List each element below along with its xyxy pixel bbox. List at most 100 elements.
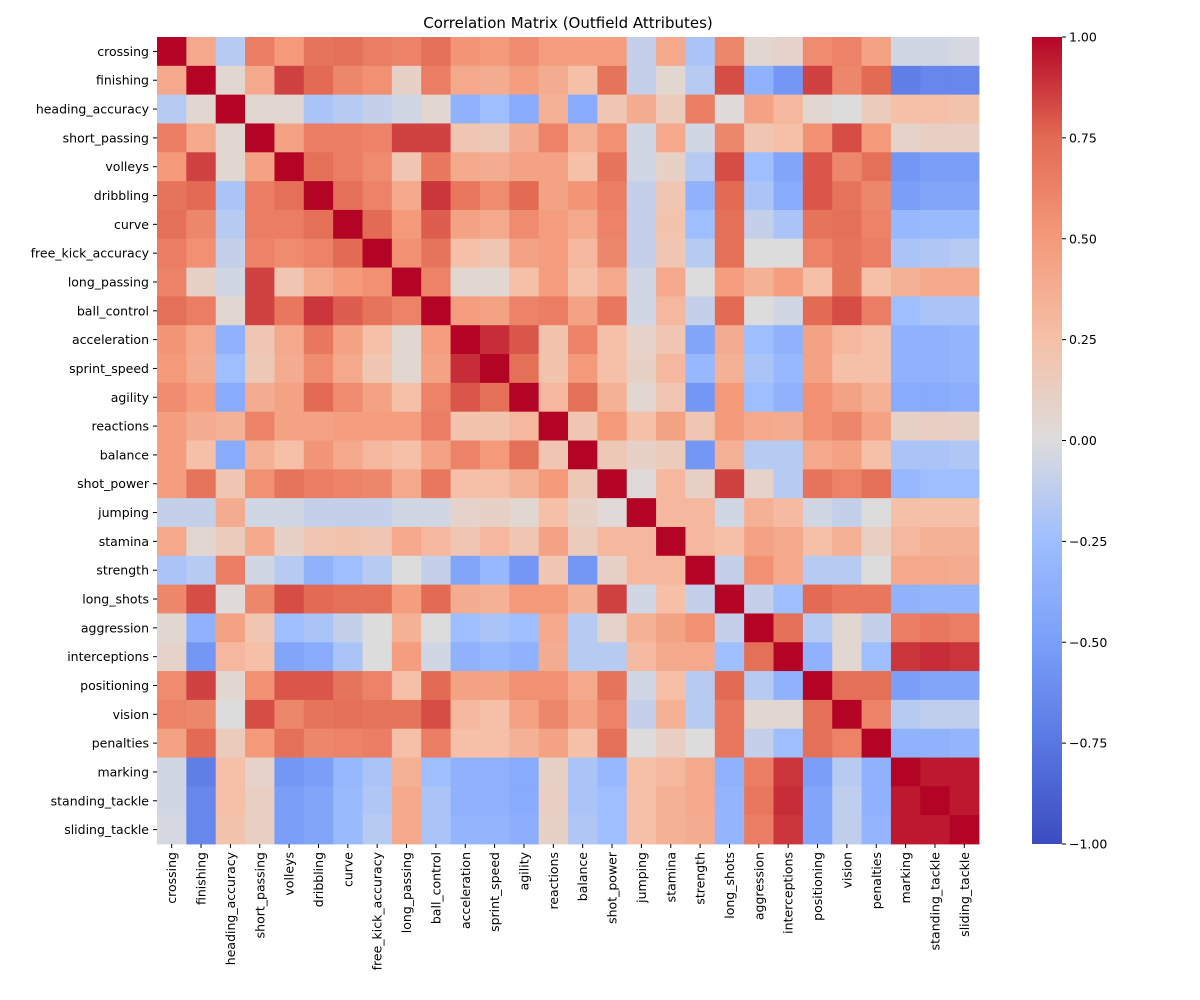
heatmap-cell: [303, 498, 334, 528]
heatmap-cell: [274, 267, 305, 297]
heatmap-cell: [391, 699, 422, 730]
heatmap-cell: [509, 498, 540, 528]
heatmap-cell: [773, 555, 804, 586]
heatmap-cell: [890, 296, 921, 326]
y-tick-label: free_kick_accuracy: [31, 246, 150, 261]
y-tick-label: aggression: [81, 620, 149, 635]
heatmap-cell: [920, 469, 951, 499]
heatmap-cell: [685, 699, 716, 730]
heatmap-cell: [479, 757, 510, 787]
heatmap-cell: [333, 642, 363, 672]
y-tick-label: ball_control: [77, 303, 149, 318]
heatmap-cell: [421, 37, 451, 67]
heatmap-cell: [714, 325, 745, 355]
heatmap-cell: [714, 267, 745, 297]
heatmap-cell: [861, 526, 892, 557]
heatmap-cell: [920, 296, 951, 326]
heatmap-cell: [744, 469, 774, 499]
y-tick-label: marking: [97, 764, 149, 779]
heatmap-cell: [832, 440, 862, 470]
y-tick-label: curve: [114, 217, 149, 232]
heatmap-cell: [538, 37, 569, 67]
heatmap-cell: [802, 584, 833, 614]
heatmap-cell: [245, 152, 275, 182]
heatmap-cell: [744, 411, 774, 441]
heatmap-cell: [685, 296, 716, 326]
heatmap-cell: [656, 37, 686, 67]
heatmap-cell: [538, 181, 569, 211]
heatmap-cell: [949, 728, 980, 758]
heatmap-cell: [538, 555, 569, 586]
heatmap-cell: [391, 469, 422, 499]
heatmap-cell: [479, 613, 510, 643]
y-tick-label: long_passing: [68, 274, 149, 289]
heatmap-cell: [597, 613, 628, 643]
heatmap-cell: [802, 325, 833, 355]
heatmap-cell: [685, 354, 716, 384]
heatmap-cell: [861, 382, 892, 413]
heatmap-cell: [597, 757, 628, 787]
heatmap-cell: [215, 613, 246, 643]
y-tick-label: balance: [100, 447, 150, 462]
x-tick-label: free_kick_accuracy: [370, 851, 385, 970]
heatmap-cell: [303, 440, 334, 470]
heatmap-cell: [920, 584, 951, 614]
heatmap-cell: [245, 181, 275, 211]
heatmap-cell: [391, 613, 422, 643]
heatmap-cell: [479, 325, 510, 355]
heatmap-cell: [861, 728, 892, 758]
heatmap-cell: [861, 786, 892, 816]
heatmap-cell: [303, 152, 334, 182]
heatmap-cell: [626, 526, 657, 557]
heatmap-cell: [479, 209, 510, 240]
heatmap-cell: [509, 671, 540, 701]
heatmap-cell: [274, 469, 305, 499]
heatmap-cell: [685, 786, 716, 816]
heatmap-cell: [714, 354, 745, 384]
heatmap-cell: [890, 123, 921, 153]
heatmap-cell: [773, 296, 804, 326]
heatmap-cell: [391, 728, 422, 758]
heatmap-cell: [274, 37, 305, 67]
heatmap-cell: [245, 238, 275, 268]
heatmap-cell: [274, 94, 305, 124]
heatmap-cell: [538, 440, 569, 470]
heatmap-cell: [421, 65, 451, 96]
heatmap-cell: [479, 671, 510, 701]
heatmap-cell: [333, 555, 363, 586]
heatmap-cell: [245, 699, 275, 730]
heatmap-cell: [509, 238, 540, 268]
heatmap-cell: [920, 325, 951, 355]
heatmap-cell: [157, 209, 187, 240]
heatmap-cell: [274, 498, 305, 528]
heatmap-cell: [626, 152, 657, 182]
heatmap-cell: [949, 613, 980, 643]
heatmap-cell: [714, 815, 745, 845]
heatmap-cell: [303, 296, 334, 326]
heatmap-cell: [186, 728, 217, 758]
heatmap-cell: [450, 296, 481, 326]
heatmap-cell: [714, 123, 745, 153]
heatmap-cell: [157, 37, 187, 67]
heatmap-cell: [479, 815, 510, 845]
x-axis: crossing finishing heading_accuracy short_p…: [164, 844, 972, 970]
heatmap-cell: [949, 37, 980, 67]
heatmap-cell: [479, 555, 510, 586]
heatmap-cell: [538, 296, 569, 326]
heatmap-cell: [744, 526, 774, 557]
heatmap-cell: [215, 815, 246, 845]
heatmap-cell: [773, 209, 804, 240]
heatmap-cell: [274, 671, 305, 701]
heatmap-cell: [568, 699, 598, 730]
heatmap-cell: [157, 440, 187, 470]
heatmap-cell: [773, 267, 804, 297]
heatmap-cell: [391, 382, 422, 413]
x-tick-label: acceleration: [458, 852, 473, 929]
heatmap-cell: [802, 642, 833, 672]
heatmap-cell: [157, 584, 187, 614]
heatmap-cell: [333, 123, 363, 153]
heatmap-cell: [626, 498, 657, 528]
heatmap-cell: [245, 526, 275, 557]
heatmap-cell: [333, 382, 363, 413]
heatmap-cell: [215, 181, 246, 211]
